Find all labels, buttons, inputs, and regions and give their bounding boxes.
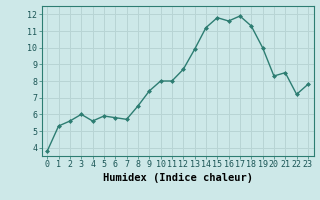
X-axis label: Humidex (Indice chaleur): Humidex (Indice chaleur) [103, 173, 252, 183]
